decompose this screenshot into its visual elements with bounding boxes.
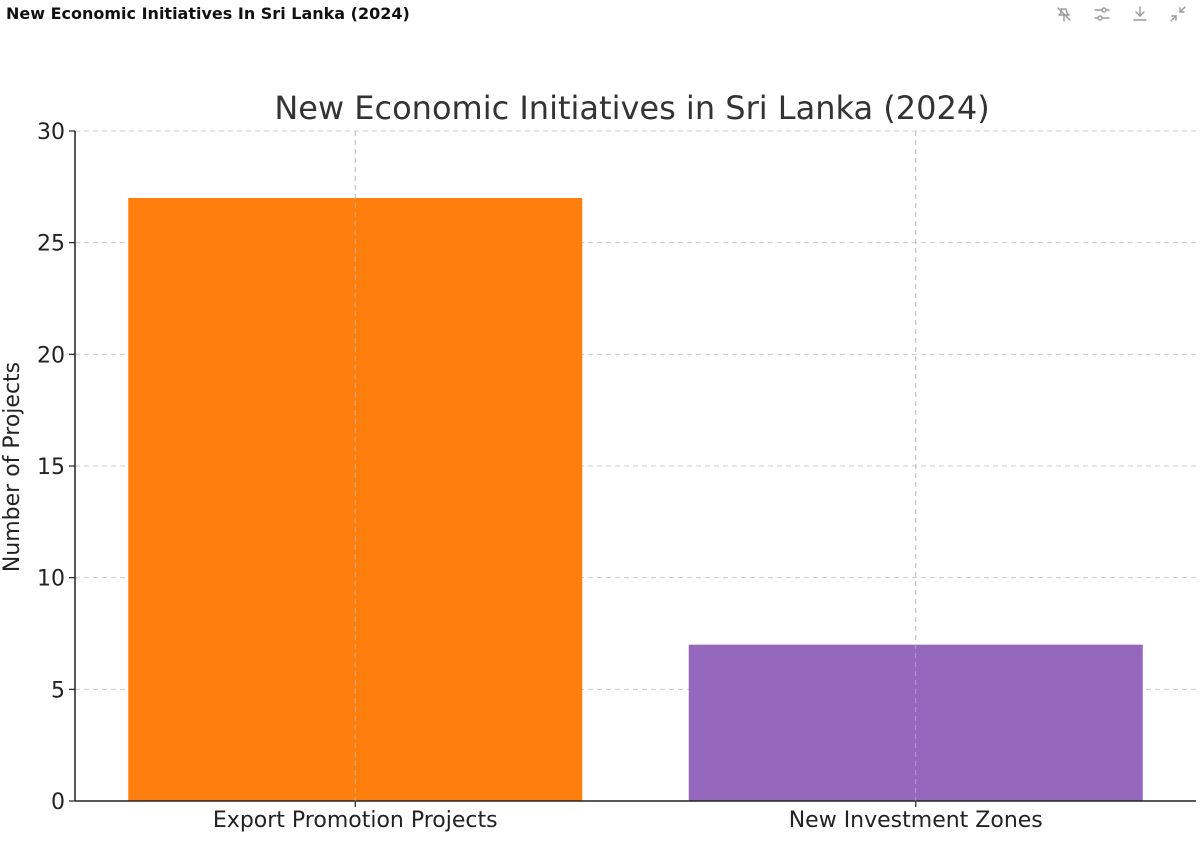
pin-off-icon bbox=[1057, 7, 1071, 22]
sliders-icon bbox=[1094, 7, 1110, 21]
settings-button[interactable] bbox=[1090, 2, 1114, 26]
y-tick-label: 10 bbox=[37, 567, 65, 592]
window-header: New Economic Initiatives In Sri Lanka (2… bbox=[0, 0, 1200, 30]
y-tick-label: 0 bbox=[51, 790, 65, 815]
collapse-button[interactable] bbox=[1166, 2, 1190, 26]
y-tick-label: 15 bbox=[37, 455, 65, 480]
tick-layer: 0 5 10 15 20 25 30 Export Promotion Projects New… bbox=[37, 120, 1043, 833]
bar-layer bbox=[128, 198, 1143, 801]
download-icon bbox=[1133, 6, 1147, 21]
pin-off-button[interactable] bbox=[1052, 2, 1076, 26]
download-button[interactable] bbox=[1128, 2, 1152, 26]
y-tick-label: 30 bbox=[37, 120, 65, 145]
chart-title: New Economic Initiatives in Sri Lanka (2… bbox=[274, 89, 989, 127]
y-axis-label: Number of Projects bbox=[0, 362, 25, 572]
page-title: New Economic Initiatives In Sri Lanka (2… bbox=[6, 4, 410, 23]
x-tick-label: New Investment Zones bbox=[789, 808, 1043, 833]
y-tick-label: 25 bbox=[37, 232, 65, 257]
chart-container: New Economic Initiatives in Sri Lanka (2… bbox=[0, 30, 1200, 843]
bar-chart: New Economic Initiatives in Sri Lanka (2… bbox=[0, 89, 1196, 833]
y-tick-label: 5 bbox=[51, 678, 65, 703]
bar-2 bbox=[688, 644, 1143, 801]
x-tick-label: Export Promotion Projects bbox=[213, 808, 498, 833]
y-tick-label: 20 bbox=[37, 343, 65, 368]
chart-toolbar bbox=[1052, 2, 1190, 26]
collapse-icon bbox=[1170, 6, 1186, 22]
